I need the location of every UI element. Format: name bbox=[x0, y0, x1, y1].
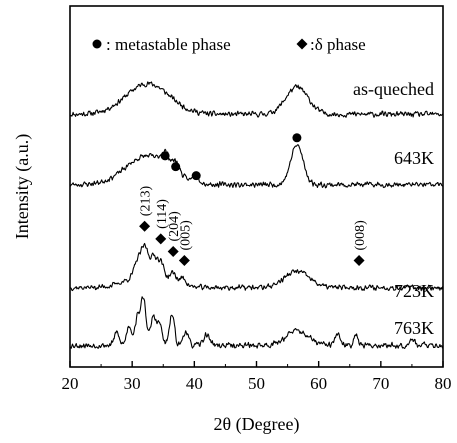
metastable-marker bbox=[171, 162, 181, 172]
legend-diamond-icon bbox=[296, 38, 308, 50]
delta-marker bbox=[139, 220, 151, 232]
x-tick-label: 20 bbox=[62, 374, 79, 393]
x-tick-label: 40 bbox=[186, 374, 203, 393]
legend-label-metastable: : metastable phase bbox=[106, 35, 231, 54]
series-label: 763K bbox=[394, 318, 434, 338]
hkl-label: (213) bbox=[139, 186, 154, 217]
series-line-723k bbox=[69, 242, 444, 292]
delta-marker bbox=[178, 255, 190, 267]
hkl-label: (204) bbox=[167, 211, 182, 242]
delta-marker bbox=[155, 233, 167, 245]
delta-marker bbox=[353, 255, 365, 267]
y-axis-label: Intensity (a.u.) bbox=[12, 134, 33, 239]
metastable-marker bbox=[292, 133, 302, 143]
series-line-763k bbox=[69, 296, 444, 349]
x-axis-label: 2θ (Degree) bbox=[213, 414, 299, 435]
series-label: 643K bbox=[394, 148, 434, 168]
legend-label-delta: :δ phase bbox=[310, 35, 366, 54]
hkl-label: (008) bbox=[353, 220, 368, 251]
series-line-643k bbox=[69, 144, 444, 189]
delta-marker bbox=[167, 245, 179, 257]
x-tick-label: 30 bbox=[124, 374, 141, 393]
hkl-label: (005) bbox=[178, 220, 193, 251]
hkl-label: (114) bbox=[155, 199, 170, 229]
plot-frame bbox=[69, 5, 444, 368]
series-line-as-queched bbox=[69, 81, 444, 118]
series-label: as-queched bbox=[353, 79, 434, 99]
metastable-marker bbox=[160, 151, 170, 161]
series-label: 723K bbox=[394, 281, 434, 301]
legend-circle-icon bbox=[92, 39, 102, 49]
x-tick-label: 60 bbox=[310, 374, 327, 393]
x-tick-label: 70 bbox=[372, 374, 389, 393]
x-tick-label: 50 bbox=[248, 374, 265, 393]
metastable-marker bbox=[191, 171, 201, 181]
x-tick-label: 80 bbox=[435, 374, 452, 393]
